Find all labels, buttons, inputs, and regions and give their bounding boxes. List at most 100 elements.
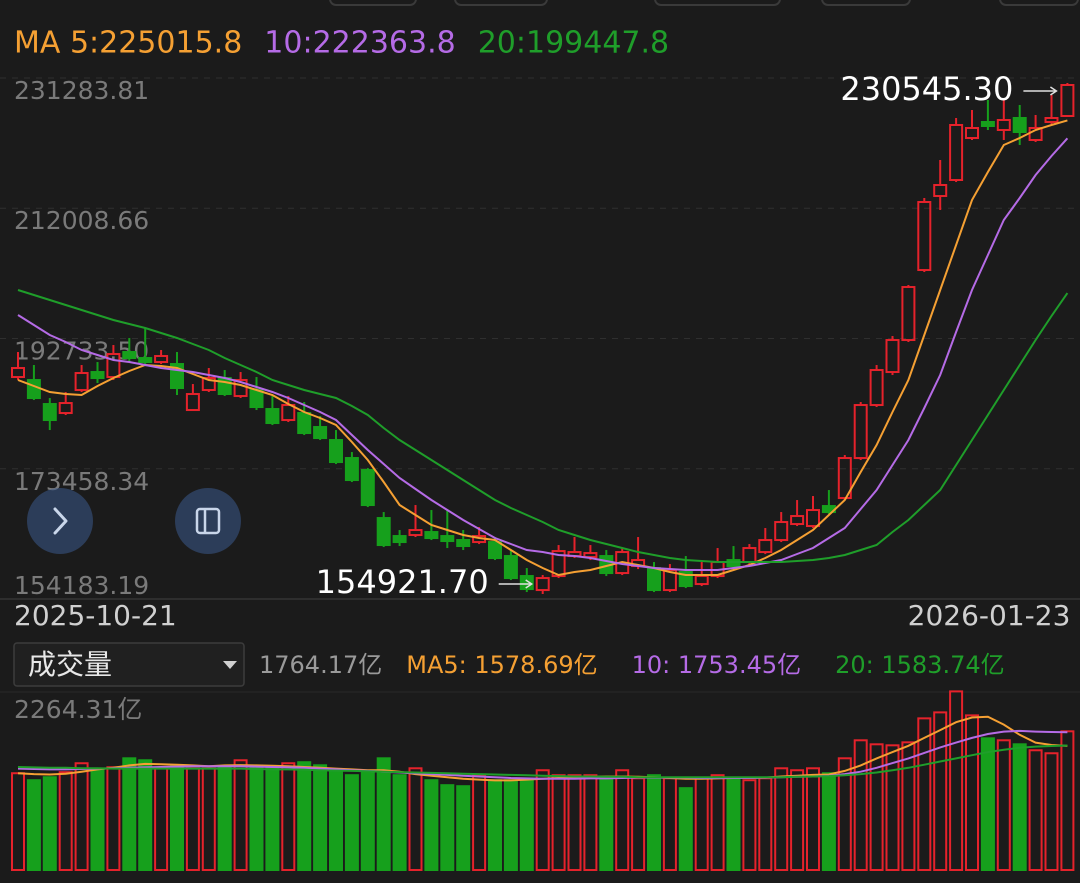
candle-body	[185, 393, 200, 412]
volume-bar	[806, 767, 820, 871]
candle-body	[583, 552, 598, 559]
volume-bar	[503, 779, 518, 871]
price-panel: 231283.81212008.66192733.50173458.341541…	[0, 70, 1080, 601]
volume-bar	[710, 774, 725, 871]
candle-body	[933, 184, 948, 198]
candle-body	[1012, 117, 1027, 134]
next-icon	[53, 507, 68, 535]
volume-bar	[996, 739, 1011, 872]
volume-bar	[408, 767, 423, 871]
candle-body	[742, 547, 757, 564]
candle-body	[901, 286, 916, 342]
volume-bar	[376, 757, 391, 872]
ma-line	[17, 119, 1068, 577]
extreme-label: 230545.30	[840, 70, 1013, 108]
tab[interactable]	[821, 0, 911, 6]
tab[interactable]	[654, 0, 781, 6]
candle-body	[980, 121, 995, 128]
volume-bar	[519, 779, 534, 871]
candle-body	[26, 379, 41, 400]
candle-body	[376, 517, 391, 547]
tab[interactable]	[454, 0, 548, 6]
volume-bar	[1012, 743, 1027, 871]
candle-body	[233, 379, 248, 398]
candle-body	[201, 377, 216, 392]
volume-bar	[440, 784, 455, 872]
volume-bar	[647, 774, 661, 871]
candle-body	[535, 577, 550, 592]
volume-bar	[949, 690, 964, 872]
candle-body	[11, 367, 25, 379]
candle-body	[329, 439, 343, 464]
volume-bar	[11, 772, 25, 871]
candle-body	[790, 515, 805, 526]
volume-bar	[662, 777, 677, 872]
candle-body	[647, 567, 661, 592]
volume-bar	[567, 774, 582, 871]
tab[interactable]	[999, 0, 1079, 6]
ma-line	[17, 744, 1068, 779]
volume-bar	[106, 766, 121, 872]
y-tick-label: 154183.19	[14, 571, 149, 600]
candle-body	[917, 201, 932, 272]
volume-bar	[313, 764, 328, 872]
volume-bar	[58, 771, 73, 872]
candle-body	[806, 509, 820, 528]
candle-body	[297, 412, 312, 435]
layout-button[interactable]	[175, 488, 241, 554]
volume-dropdown[interactable]	[13, 642, 245, 687]
volume-bar	[185, 767, 200, 871]
volume-bar	[329, 769, 343, 871]
volume-bar	[392, 774, 407, 871]
volume-bar	[154, 767, 169, 871]
ma-line	[17, 289, 1069, 563]
volume-bar	[599, 776, 614, 871]
volume-bar	[885, 744, 900, 872]
volume-bar	[933, 711, 948, 871]
candle-body	[392, 535, 407, 544]
volume-bar	[233, 759, 248, 872]
candle-body	[456, 539, 471, 548]
volume-bar	[821, 772, 836, 871]
next-button[interactable]	[27, 488, 93, 554]
candle-body	[694, 575, 709, 586]
x-tick-label: 2025-10-21	[14, 599, 177, 632]
volume-bar	[678, 787, 693, 871]
volume-bar	[837, 757, 852, 872]
top-tabs	[329, 0, 1079, 6]
volume-bar	[217, 765, 232, 871]
volume-bar	[1028, 749, 1043, 871]
volume-bar	[201, 767, 216, 871]
candle-body	[424, 531, 439, 540]
candle-body	[122, 351, 137, 360]
dropdown-arrow	[223, 661, 237, 669]
candle-body	[758, 539, 773, 554]
ma-line	[17, 729, 1068, 780]
extreme-arrow-head	[525, 579, 534, 589]
candle-body	[996, 119, 1011, 132]
candle-body	[217, 377, 232, 396]
volume-bar	[90, 769, 105, 871]
x-tick-label: 2026-01-23	[908, 599, 1071, 632]
candle-body	[726, 559, 741, 568]
candle-body	[249, 389, 264, 409]
layout-icon	[195, 507, 221, 535]
candle-body	[440, 535, 455, 543]
legend-entry: 20: 1583.74亿	[835, 651, 1005, 679]
candle-body	[853, 404, 868, 460]
volume-bar	[615, 769, 630, 871]
legend-entry: 20:199447.8	[478, 26, 669, 61]
tab[interactable]	[329, 0, 417, 6]
candle-body	[885, 339, 900, 374]
y-tick-label: 173458.34	[14, 467, 149, 496]
candle-body	[138, 357, 153, 364]
candle-body	[265, 408, 280, 425]
volume-value: 1764.17亿	[259, 651, 382, 679]
volume-bar	[1044, 752, 1059, 871]
volume-bar	[170, 764, 184, 872]
volume-bar	[631, 777, 646, 872]
ma-line	[17, 137, 1069, 571]
volume-bar	[694, 777, 709, 872]
